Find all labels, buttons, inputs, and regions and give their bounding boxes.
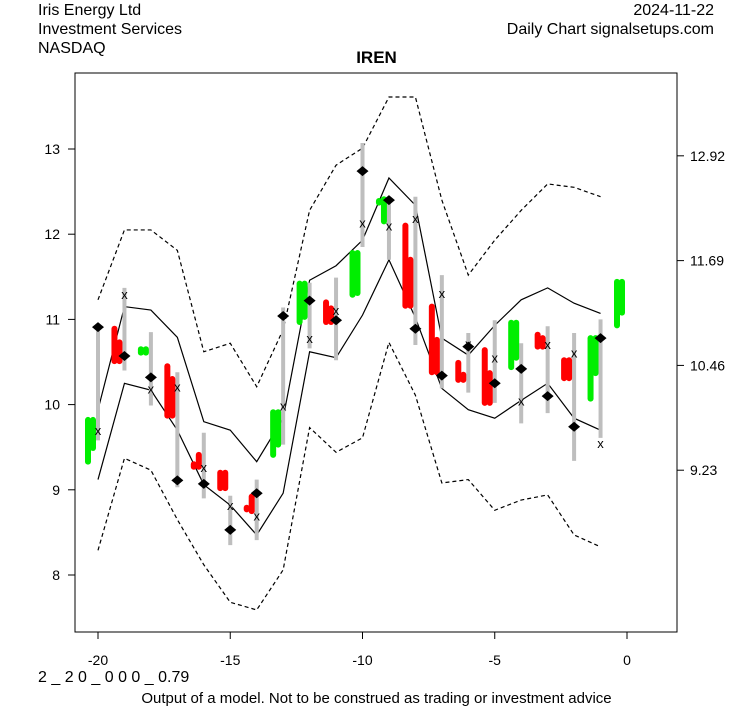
- x-marker: x: [201, 460, 208, 475]
- diamond-marker: [462, 341, 475, 352]
- y-tick-label: 9: [52, 482, 60, 498]
- x-marker: x: [518, 393, 525, 408]
- x-marker: x: [492, 351, 499, 366]
- diamond-marker: [197, 478, 210, 489]
- diamond-marker: [330, 315, 343, 326]
- diamond-marker: [409, 323, 422, 334]
- y2-tick-label: 11.69: [690, 253, 724, 269]
- band-line-lower: [97, 258, 601, 536]
- band-line-outer-lower: [97, 340, 601, 611]
- model-code: 2 _ 2 0 _ 0 0 0 _ 0.79: [38, 669, 190, 686]
- y-tick-label: 10: [44, 397, 60, 413]
- x-marker: x: [597, 436, 604, 451]
- chart-title: IREN: [356, 48, 397, 67]
- diamond-marker: [171, 475, 184, 486]
- x-marker: x: [95, 423, 102, 438]
- x-marker: x: [227, 498, 234, 513]
- diamond-marker: [92, 322, 104, 333]
- diamond-marker: [356, 166, 369, 177]
- x-tick-label: -5: [489, 652, 502, 668]
- band-line-upper: [97, 176, 601, 463]
- diamond-marker: [144, 372, 157, 383]
- x-marker: x: [412, 211, 419, 226]
- sector: Investment Services: [38, 21, 183, 38]
- diamond-marker: [303, 295, 316, 306]
- diamond-marker: [382, 195, 395, 206]
- y-tick-label: 13: [44, 141, 60, 157]
- diamond-marker: [594, 333, 607, 344]
- chart-source: Daily Chart signalsetups.com: [506, 21, 714, 38]
- x-marker: x: [544, 337, 551, 352]
- y2-tick-label: 9.23: [690, 462, 717, 478]
- x-tick-label: -20: [88, 652, 108, 668]
- x-marker: x: [148, 381, 155, 396]
- diamond-marker: [488, 378, 501, 389]
- x-marker: x: [306, 331, 313, 346]
- x-marker: x: [121, 287, 128, 302]
- y-tick-label: 12: [44, 226, 60, 242]
- diamond-marker: [541, 391, 554, 402]
- x-tick-label: -10: [352, 652, 372, 668]
- diamond-marker: [435, 370, 448, 381]
- x-marker: x: [439, 286, 446, 301]
- x-tick-label: -15: [220, 652, 240, 668]
- x-marker: x: [253, 508, 260, 523]
- x-marker: x: [174, 380, 181, 395]
- chart-date: 2024-11-22: [633, 2, 714, 19]
- company-name: Iris Energy Ltd: [38, 2, 142, 19]
- band-line-outer-upper: [97, 96, 601, 388]
- x-marker: x: [333, 303, 340, 318]
- diamond-marker: [515, 363, 528, 374]
- x-marker: x: [386, 219, 393, 234]
- x-marker: x: [465, 336, 472, 351]
- diamond-marker: [250, 488, 263, 499]
- x-marker: x: [280, 398, 287, 413]
- y2-tick-label: 10.46: [690, 357, 725, 373]
- y-tick-label: 8: [52, 567, 60, 583]
- diamond-marker: [568, 421, 581, 432]
- y-tick-label: 11: [45, 311, 60, 327]
- disclaimer: Output of a model. Not to be construed a…: [141, 690, 612, 707]
- plot-frame: [74, 72, 678, 633]
- exchange: NASDAQ: [38, 40, 106, 57]
- y2-tick-label: 12.92: [690, 148, 725, 164]
- x-marker: x: [359, 215, 366, 230]
- diamond-marker: [224, 524, 237, 535]
- x-marker: x: [571, 346, 578, 361]
- x-tick-label: 0: [623, 652, 631, 668]
- diamond-marker: [118, 351, 131, 362]
- diamond-marker: [277, 310, 290, 321]
